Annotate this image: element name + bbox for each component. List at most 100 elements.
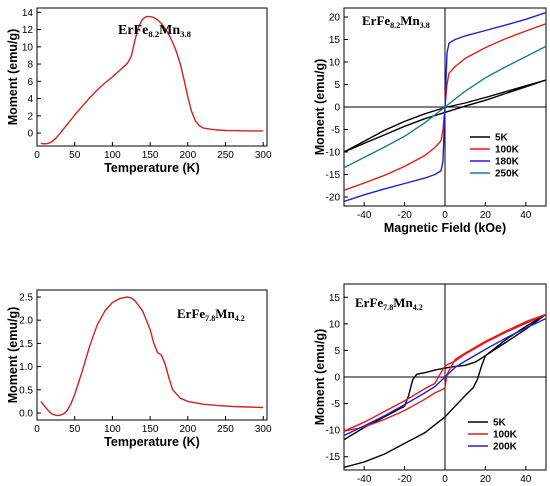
legend-label: 5K	[495, 133, 509, 144]
y-tick-label: 5	[334, 80, 340, 91]
x-tick-label: 200	[179, 424, 196, 435]
x-tick-label: 200	[179, 150, 196, 161]
y-tick-label: 0	[334, 103, 340, 114]
annotation-part: ErFe	[177, 306, 205, 321]
y-tick-label: 0.5	[19, 385, 33, 396]
x-tick-label: 40	[520, 474, 532, 485]
x-tick-label: 50	[69, 150, 81, 161]
y-tick-label: 1.5	[19, 339, 33, 350]
x-axis-label: Magnetic Field (kOe)	[384, 221, 506, 235]
annotation-part: 3.8	[180, 29, 192, 39]
y-tick-label: -15	[326, 170, 341, 181]
x-tick-label: 40	[520, 210, 532, 221]
y-tick-label: 14	[22, 8, 34, 19]
y-tick-label: -20	[326, 193, 341, 204]
annotation-part: Mn	[393, 295, 413, 310]
y-tick-label: 10	[329, 58, 341, 69]
y-tick-label: 2.5	[19, 292, 33, 303]
series-group	[40, 15, 264, 145]
y-tick-label: -10	[326, 148, 341, 159]
y-axis-label: Moment (emu/g)	[6, 29, 20, 126]
annotation-part: 8.2	[390, 21, 400, 30]
y-axis-label: Moment (emu/g)	[313, 59, 327, 156]
y-tick-label: 1.0	[19, 362, 33, 373]
legend-label: 100K	[495, 145, 520, 156]
legend-label: 250K	[495, 169, 520, 180]
annotation-part: 8.2	[148, 29, 159, 39]
y-tick-label: 15	[329, 35, 341, 46]
legend-label: 5K	[493, 418, 507, 429]
x-tick-label: 250	[217, 424, 234, 435]
y-tick-label: 20	[329, 13, 341, 24]
legend-label: 100K	[493, 430, 518, 441]
compound-annotation: ErFe7.8Mn4.2	[177, 306, 245, 323]
x-axis-label: Temperature (K)	[104, 161, 200, 175]
chart-panel-1: 0 50 100 150 200 250 300 0 2 4 6 8 10 12 14 Temperature…	[6, 7, 272, 175]
x-tick-label: 150	[142, 424, 159, 435]
compound-annotation: ErFe7.8Mn4.2	[355, 295, 423, 312]
series-line-1	[40, 296, 264, 417]
y-tick-label: 12	[22, 25, 34, 36]
plot-frame	[36, 289, 268, 421]
x-tick-label: -40	[357, 210, 372, 221]
y-tick-label: 10	[22, 42, 34, 53]
x-tick-label: 150	[142, 150, 159, 161]
x-axis-label: Temperature (K)	[104, 435, 200, 449]
x-tick-label: 300	[255, 150, 272, 161]
y-tick-label: 0.0	[19, 409, 33, 420]
x-tick-label: 300	[255, 424, 272, 435]
compound-annotation: ErFe8.2Mn3.8	[118, 23, 192, 39]
annotation-part: Mn	[159, 23, 180, 38]
y-tick-label: -10	[326, 426, 341, 437]
series-line-100k	[344, 313, 546, 432]
y-tick-label: 0	[27, 129, 33, 140]
y-tick-label: 0	[334, 373, 340, 384]
y-tick-label: 4	[27, 94, 33, 105]
x-tick-label: -40	[357, 474, 372, 485]
series-line-1	[40, 15, 264, 145]
x-tick-label: 0	[34, 150, 40, 161]
annotation-part: ErFe	[355, 295, 383, 310]
series-group	[344, 11, 546, 203]
y-tick-label: 6	[27, 77, 33, 88]
x-tick-label: 20	[480, 474, 492, 485]
x-tick-label: -20	[397, 474, 412, 485]
x-tick-label: -20	[397, 210, 412, 221]
y-tick-label: 8	[27, 60, 33, 71]
annotation-part: 7.8	[205, 314, 215, 323]
annotation-part: 4.2	[235, 314, 245, 323]
legend-label: 180K	[495, 157, 520, 168]
chart-panel-3: 0 50 100 150 200 250 300 0.0 0.5 1.0 1.5 2.0 2.5 Temp…	[6, 289, 272, 449]
x-tick-label: 50	[69, 424, 81, 435]
y-tick-label: 15	[329, 293, 341, 304]
x-tick-label: 100	[104, 424, 121, 435]
y-tick-label: -5	[331, 125, 340, 136]
compound-annotation: ErFe8.2Mn3.8	[362, 13, 430, 30]
x-tick-label: 0	[442, 474, 448, 485]
series-line-200k	[344, 317, 546, 437]
x-tick-label: 20	[480, 210, 492, 221]
series-group	[344, 313, 546, 468]
x-tick-label: 0	[442, 210, 448, 221]
y-tick-label: 10	[329, 319, 341, 330]
annotation-part: ErFe	[118, 23, 148, 38]
y-axis-label: Moment (emu/g)	[313, 329, 327, 426]
y-tick-label: -15	[326, 452, 341, 463]
x-tick-label: 250	[217, 150, 234, 161]
series-line-5k	[344, 79, 546, 153]
y-tick-label: 2	[27, 111, 33, 122]
legend-label: 200K	[493, 442, 518, 453]
series-group	[40, 296, 264, 417]
annotation-part: ErFe	[362, 13, 390, 28]
series-line-250k	[344, 45, 546, 169]
y-tick-label: 5	[334, 346, 340, 357]
annotation-part: Mn	[400, 13, 420, 28]
annotation-part: 3.8	[420, 21, 430, 30]
y-tick-label: 2.0	[19, 316, 33, 327]
annotation-part: 4.2	[413, 303, 423, 312]
x-tick-label: 0	[34, 424, 40, 435]
y-tick-label: -5	[331, 399, 340, 410]
